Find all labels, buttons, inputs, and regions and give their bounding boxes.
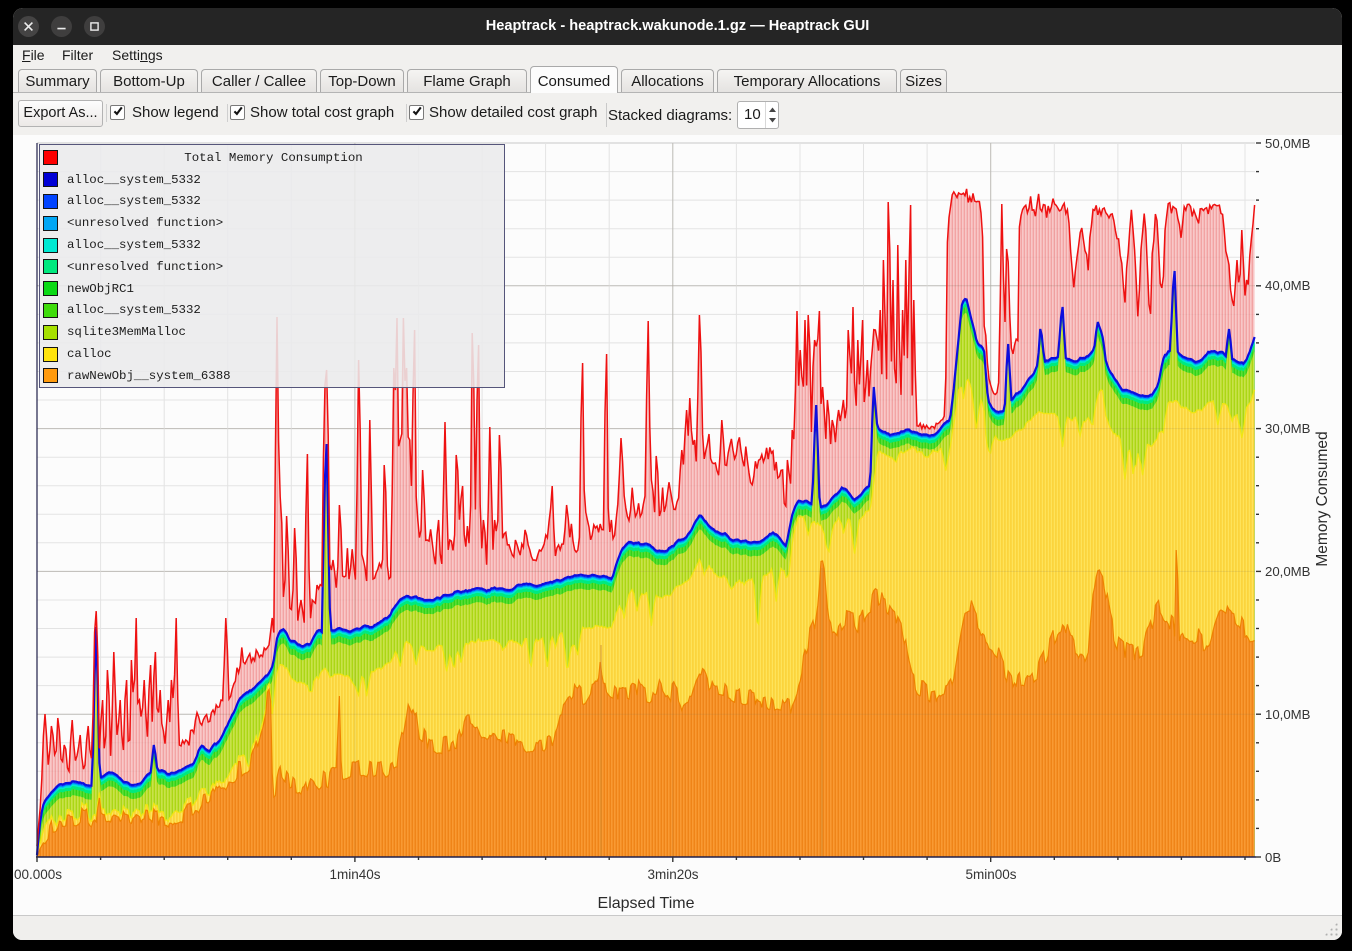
svg-text:5min00s: 5min00s bbox=[965, 867, 1016, 882]
svg-text:00.000s: 00.000s bbox=[14, 867, 62, 882]
svg-text:30,0MB: 30,0MB bbox=[1265, 421, 1311, 436]
svg-text:3min20s: 3min20s bbox=[647, 867, 698, 882]
svg-text:20,0MB: 20,0MB bbox=[1265, 564, 1311, 579]
svg-text:50,0MB: 50,0MB bbox=[1265, 136, 1311, 151]
svg-text:Memory Consumed: Memory Consumed bbox=[1314, 431, 1331, 566]
svg-text:10,0MB: 10,0MB bbox=[1265, 707, 1311, 722]
svg-text:Elapsed Time: Elapsed Time bbox=[598, 895, 695, 912]
svg-text:1min40s: 1min40s bbox=[329, 867, 380, 882]
svg-text:0B: 0B bbox=[1265, 850, 1281, 865]
svg-text:40,0MB: 40,0MB bbox=[1265, 278, 1311, 293]
